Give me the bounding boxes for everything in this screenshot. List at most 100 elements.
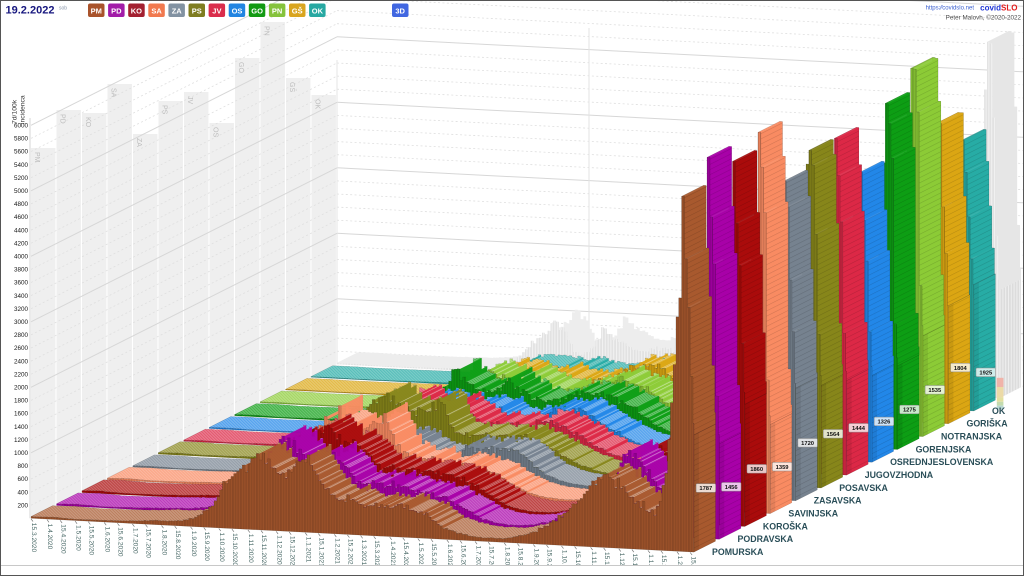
svg-text:5000: 5000 [14,188,29,195]
svg-text:1359: 1359 [776,465,790,471]
svg-text:1.7.2021: 1.7.2021 [474,546,481,572]
svg-text:1800: 1800 [14,398,29,405]
svg-text:KO: KO [84,117,91,128]
svg-text:1326: 1326 [877,420,891,426]
svg-text:4800: 4800 [14,201,29,208]
svg-text:15.2.2021: 15.2.2021 [347,539,354,569]
svg-text:PN: PN [263,26,270,36]
svg-text:2000: 2000 [14,385,29,392]
svg-text:1720: 1720 [801,441,814,447]
svg-text:5600: 5600 [14,149,29,156]
svg-text:PD: PD [59,114,66,124]
svg-text:GORENJSKA: GORENJSKA [916,444,972,454]
svg-text:1535: 1535 [928,388,942,394]
svg-text:4600: 4600 [14,214,29,221]
svg-text:1.8.2021: 1.8.2021 [503,547,510,573]
svg-text:3D: 3D [395,7,405,16]
svg-text:1.5.2020: 1.5.2020 [74,525,81,551]
svg-text:15.1.2022: 15.1.2022 [660,555,667,576]
svg-text:1.10.2020: 1.10.2020 [218,532,225,562]
svg-text:15.5.2021: 15.5.2021 [430,543,437,573]
svg-text:1600: 1600 [14,411,29,418]
svg-text:5200: 5200 [14,175,29,182]
svg-text:1.2.2021: 1.2.2021 [334,538,341,564]
svg-text:3800: 3800 [14,267,29,274]
svg-text:OSREDNJESLOVENSKA: OSREDNJESLOVENSKA [890,457,994,467]
svg-text:PM: PM [33,152,40,163]
svg-text:15.5.2020: 15.5.2020 [88,526,95,556]
svg-text:1925: 1925 [979,371,993,377]
svg-text:15.2.2022: 15.2.2022 [689,556,696,576]
svg-text:ZASAVSKA: ZASAVSKA [814,496,862,506]
svg-text:ZA: ZA [172,7,183,16]
svg-text:400: 400 [17,489,28,496]
svg-text:2400: 2400 [14,358,29,365]
svg-text:7d/100k: 7d/100k [12,99,19,124]
svg-text:1.12.2020: 1.12.2020 [275,535,282,565]
svg-text:15.4.2021: 15.4.2021 [402,542,409,572]
svg-text:200: 200 [17,502,28,509]
svg-text:1804: 1804 [954,366,968,372]
svg-text:1275: 1275 [903,408,917,414]
svg-text:OK: OK [312,7,324,16]
svg-text:1.2.2022: 1.2.2022 [676,556,683,576]
svg-text:15.1.2021: 15.1.2021 [318,538,325,568]
svg-text:PS: PS [192,7,202,16]
svg-text:1400: 1400 [14,424,29,431]
svg-text:PODRAVSKA: PODRAVSKA [738,534,794,544]
svg-text:15.11.2021: 15.11.2021 [603,552,610,576]
svg-text:GŠ: GŠ [288,82,297,92]
svg-text:https:⁄⁄covidslo.net: https:⁄⁄covidslo.net [926,6,975,12]
svg-text:JUGOVZHODNA: JUGOVZHODNA [865,470,934,480]
svg-text:PM: PM [91,7,102,16]
svg-text:JV: JV [212,7,221,16]
svg-text:SA: SA [151,7,162,16]
svg-text:3200: 3200 [14,306,29,313]
svg-text:15.11.2020: 15.11.2020 [260,535,267,568]
svg-text:1787: 1787 [699,486,712,492]
svg-text:1.6.2021: 1.6.2021 [446,544,453,570]
svg-text:1.12.2021: 1.12.2021 [618,553,625,576]
svg-text:3000: 3000 [14,319,29,326]
svg-text:1564: 1564 [827,432,841,438]
svg-text:15.6.2021: 15.6.2021 [459,545,466,575]
svg-text:1456: 1456 [725,485,739,491]
svg-text:6000: 6000 [14,123,29,130]
svg-text:sob: sob [59,6,67,12]
svg-text:NOTRANJSKA: NOTRANJSKA [941,431,1003,441]
svg-text:5800: 5800 [14,136,29,143]
svg-text:1.11.2021: 1.11.2021 [590,551,597,576]
svg-text:ZA: ZA [135,138,142,147]
svg-text:1.9.2020: 1.9.2020 [190,531,197,557]
svg-text:800: 800 [17,463,28,470]
svg-text:4200: 4200 [14,240,29,247]
svg-text:PS: PS [161,105,168,115]
svg-text:1.10.2021: 1.10.2021 [561,550,568,576]
svg-text:SAVINJSKA: SAVINJSKA [788,508,838,518]
svg-text:15.10.2020: 15.10.2020 [231,533,238,566]
svg-text:15.4.2020: 15.4.2020 [59,524,66,554]
svg-text:1.4.2021: 1.4.2021 [389,541,396,567]
svg-text:1.1.2021: 1.1.2021 [304,537,311,563]
svg-text:2200: 2200 [14,371,29,378]
svg-text:15.12.2021: 15.12.2021 [631,554,638,576]
svg-text:1200: 1200 [14,437,29,444]
svg-text:1.11.2020: 1.11.2020 [247,534,254,563]
svg-text:KO: KO [131,7,142,16]
svg-text:Peter Malovh, ©2020-2022: Peter Malovh, ©2020-2022 [946,14,1022,22]
svg-text:GO: GO [237,62,244,73]
svg-text:19.2.2022: 19.2.2022 [6,5,55,17]
svg-text:2600: 2600 [14,345,29,352]
svg-text:incidenca: incidenca [20,95,27,124]
svg-text:15.9.2021: 15.9.2021 [546,549,553,576]
svg-text:15.7.2021: 15.7.2021 [487,546,494,576]
svg-text:3400: 3400 [14,293,29,300]
svg-text:PN: PN [272,7,282,16]
svg-text:POMURSKA: POMURSKA [712,547,764,557]
svg-text:GO: GO [251,7,263,16]
svg-text:15.7.2020: 15.7.2020 [145,529,152,559]
svg-text:15.10.2021: 15.10.2021 [574,551,581,576]
svg-text:1860: 1860 [750,467,763,473]
svg-text:JV: JV [186,96,193,105]
svg-text:1.8.2020: 1.8.2020 [161,530,168,556]
